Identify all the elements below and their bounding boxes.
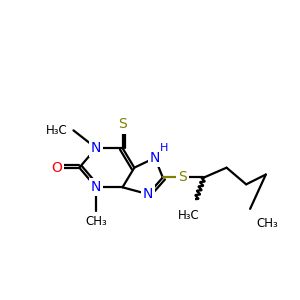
Text: N: N (143, 187, 153, 201)
Text: N: N (91, 180, 101, 194)
Text: S: S (118, 118, 127, 131)
Text: O: O (51, 161, 62, 175)
Text: N: N (91, 141, 101, 155)
Text: H: H (160, 143, 168, 153)
Text: S: S (178, 170, 187, 184)
Text: CH₃: CH₃ (256, 217, 278, 230)
Text: H₃C: H₃C (46, 124, 68, 137)
Text: N: N (150, 151, 160, 165)
Text: CH₃: CH₃ (85, 215, 107, 228)
Text: H₃C: H₃C (177, 209, 199, 222)
